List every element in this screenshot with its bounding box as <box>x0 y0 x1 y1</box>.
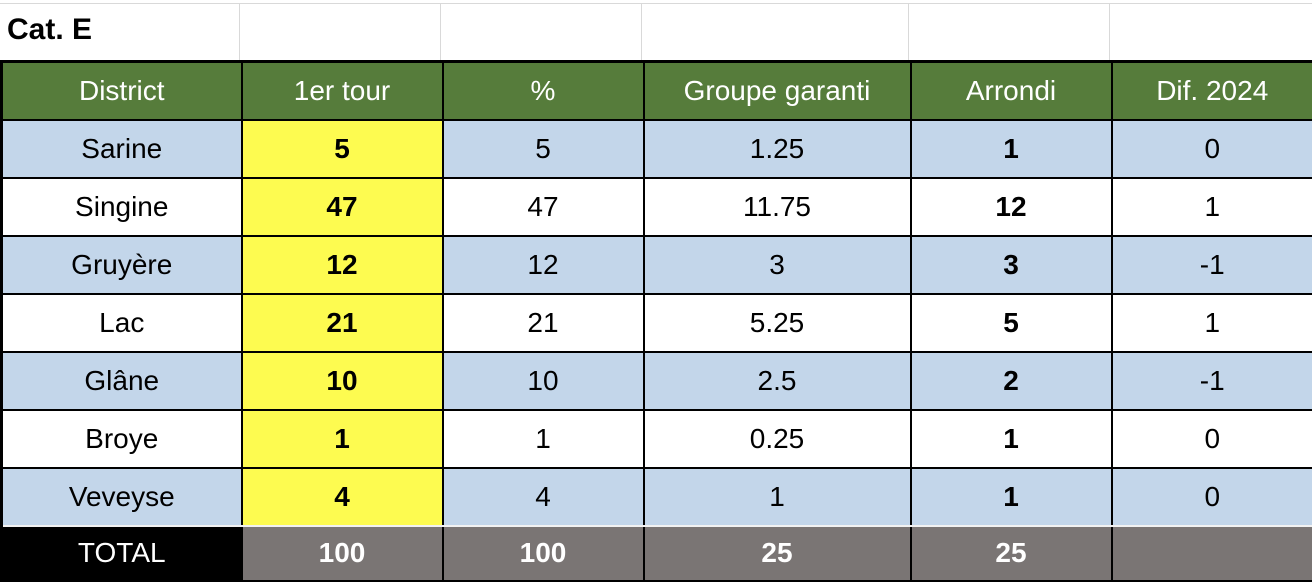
percent-cell: 10 <box>441 350 645 411</box>
total-groupe-cell: 25 <box>642 524 912 582</box>
arrondi-cell: 1 <box>909 118 1113 179</box>
dif-cell: 1 <box>1110 176 1312 237</box>
column-header-district: District <box>0 60 243 121</box>
gridline-vertical <box>641 4 642 60</box>
header-row: District 1er tour % Groupe garanti Arron… <box>0 60 1312 121</box>
percent-cell: 47 <box>441 176 645 237</box>
table-row-lac: Lac 21 21 5.25 5 1 <box>0 292 1312 353</box>
table-row-singine: Singine 47 47 11.75 12 1 <box>0 176 1312 237</box>
gridline-vertical <box>1109 4 1110 60</box>
arrondi-cell: 5 <box>909 292 1113 353</box>
column-header-groupe-garanti: Groupe garanti <box>642 60 912 121</box>
dif-cell: 1 <box>1110 292 1312 353</box>
groupe-cell: 1.25 <box>642 118 912 179</box>
district-cell: Lac <box>0 292 243 353</box>
total-arrondi-cell: 25 <box>909 524 1113 582</box>
sheet-top-area: Cat. E <box>0 0 1312 60</box>
total-tour-cell: 100 <box>240 524 444 582</box>
tour-cell: 21 <box>240 292 444 353</box>
district-cell: Gruyère <box>0 234 243 295</box>
dif-cell: 0 <box>1110 466 1312 527</box>
dif-cell: -1 <box>1110 234 1312 295</box>
district-cell: Veveyse <box>0 466 243 527</box>
gridline-vertical <box>440 4 441 60</box>
gridline-horizontal <box>0 3 1312 4</box>
dif-cell: 0 <box>1110 408 1312 469</box>
table-row-veveyse: Veveyse 4 4 1 1 0 <box>0 466 1312 527</box>
dif-cell: 0 <box>1110 118 1312 179</box>
groupe-cell: 0.25 <box>642 408 912 469</box>
district-cell: Broye <box>0 408 243 469</box>
percent-cell: 21 <box>441 292 645 353</box>
groupe-cell: 2.5 <box>642 350 912 411</box>
page-title: Cat. E <box>7 13 93 46</box>
tour-cell: 12 <box>240 234 444 295</box>
tour-cell: 47 <box>240 176 444 237</box>
tour-cell: 10 <box>240 350 444 411</box>
column-header-dif-2024: Dif. 2024 <box>1110 60 1312 121</box>
groupe-cell: 3 <box>642 234 912 295</box>
table-row-sarine: Sarine 5 5 1.25 1 0 <box>0 118 1312 179</box>
percent-cell: 5 <box>441 118 645 179</box>
column-header-arrondi: Arrondi <box>909 60 1113 121</box>
percent-cell: 4 <box>441 466 645 527</box>
table-row-glane: Glâne 10 10 2.5 2 -1 <box>0 350 1312 411</box>
arrondi-cell: 2 <box>909 350 1113 411</box>
total-dif-cell <box>1110 524 1312 582</box>
tour-cell: 1 <box>240 408 444 469</box>
column-header-percent: % <box>441 60 645 121</box>
gridline-vertical <box>908 4 909 60</box>
total-row: TOTAL 100 100 25 25 <box>0 524 1312 582</box>
groupe-cell: 5.25 <box>642 292 912 353</box>
arrondi-cell: 1 <box>909 408 1113 469</box>
percent-cell: 1 <box>441 408 645 469</box>
table-row-gruyere: Gruyère 12 12 3 3 -1 <box>0 234 1312 295</box>
arrondi-cell: 12 <box>909 176 1113 237</box>
district-cell: Singine <box>0 176 243 237</box>
total-percent-cell: 100 <box>441 524 645 582</box>
gridline-vertical <box>239 4 240 60</box>
arrondi-cell: 1 <box>909 466 1113 527</box>
tour-cell: 5 <box>240 118 444 179</box>
groupe-cell: 1 <box>642 466 912 527</box>
district-cell: Sarine <box>0 118 243 179</box>
column-header-1er-tour: 1er tour <box>240 60 444 121</box>
total-label-cell: TOTAL <box>0 524 243 582</box>
category-table: District 1er tour % Groupe garanti Arron… <box>0 60 1312 582</box>
groupe-cell: 11.75 <box>642 176 912 237</box>
percent-cell: 12 <box>441 234 645 295</box>
district-cell: Glâne <box>0 350 243 411</box>
dif-cell: -1 <box>1110 350 1312 411</box>
arrondi-cell: 3 <box>909 234 1113 295</box>
tour-cell: 4 <box>240 466 444 527</box>
table-row-broye: Broye 1 1 0.25 1 0 <box>0 408 1312 469</box>
